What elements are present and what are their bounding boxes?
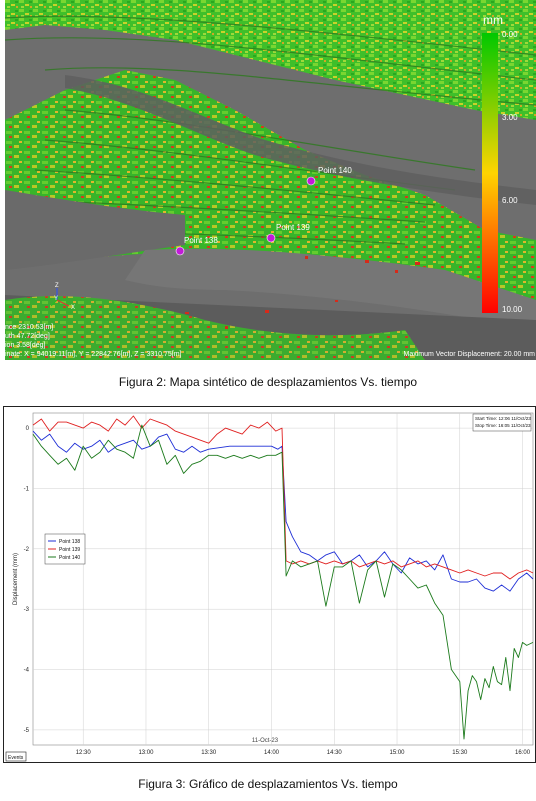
colorbar-tick-3: 3.00 (502, 113, 518, 122)
point-139-marker[interactable] (266, 233, 276, 243)
axis-x-label: X (71, 305, 75, 311)
info-line-3: ion 3.58[deg] (5, 342, 46, 349)
y-tick-label: -2 (24, 547, 30, 553)
axis-z-label: Z (55, 283, 59, 289)
colorbar: mm 0.00 3.00 6.00 10.00 (482, 13, 523, 314)
stop-time: Stop Time: 16:05 11/Oct/23 (475, 423, 531, 428)
x-tick-label: 14:30 (327, 750, 343, 756)
y-tick-label: -3 (24, 607, 30, 613)
x-tick-labels: 12:30 13:00 13:30 14:00 14:30 15:00 15:30 16:00 (76, 750, 531, 756)
legend-entry-139: Point 139 (59, 547, 80, 553)
series-lines (32, 415, 534, 740)
y-tick-label: -1 (24, 486, 30, 492)
series-line-point-139 (32, 415, 534, 580)
info-line-1: nce 2310.53[m] (5, 324, 53, 331)
series-line-point-138 (32, 430, 534, 592)
colorbar-tick-6: 6.00 (502, 196, 518, 205)
y-tick-label: -4 (24, 668, 30, 674)
point-140-marker[interactable] (306, 176, 316, 186)
colorbar-tick-10: 10.00 (502, 305, 523, 314)
legend-entry-140: Point 140 (59, 555, 80, 561)
map-point-markers (175, 176, 316, 256)
events-button[interactable]: Events (5, 751, 27, 762)
displacement-chart: 0 -1 -2 -3 -4 -5 12:30 13:00 13:30 14:00 14:30 15:… (3, 406, 536, 763)
info-line-2: uth 47.72[deg] (5, 333, 50, 340)
axis-triad: Z Y X (50, 283, 75, 311)
figure-2-caption: Figura 2: Mapa sintético de desplazamien… (118, 375, 418, 389)
series-line-point-140 (32, 424, 534, 740)
y-tick-labels: 0 -1 -2 -3 -4 -5 (24, 426, 30, 734)
start-time: Start Time: 12:06 11/Oct/23 (475, 416, 531, 421)
colorbar-tick-0: 0.00 (502, 30, 518, 39)
displacement-map-figure: Point 138 Point 139 Point 140 Z Y X nce … (5, 0, 536, 360)
x-tick-label: 15:30 (452, 750, 468, 756)
events-label: Events (8, 755, 24, 761)
x-tick-label: 16:00 (515, 750, 531, 756)
x-tick-label: 12:30 (76, 750, 92, 756)
y-axis-label: Displacement (mm) (13, 553, 19, 605)
max-vector-label: Maximum Vector Displacement: 20.00 mm (404, 351, 536, 358)
point-140-label: Point 140 (318, 166, 352, 175)
axis-y-label: Y (54, 296, 58, 302)
figure-3-caption: Figura 3: Gráfico de desplazamientos Vs.… (138, 777, 398, 791)
point-138-label: Point 138 (184, 236, 218, 245)
date-label: 11-Oct-23 (252, 738, 279, 744)
displacement-map: Point 138 Point 139 Point 140 Z Y X nce … (5, 0, 536, 360)
colorbar-unit: mm (483, 13, 503, 27)
colorbar-gradient (482, 33, 498, 313)
info-line-4: inate: X = 94019.11[m], Y = 22842.76[m],… (5, 351, 182, 358)
legend-entry-138: Point 138 (59, 539, 80, 545)
y-tick-label: -5 (24, 728, 30, 734)
point-138-marker[interactable] (175, 246, 185, 256)
x-tick-label: 14:00 (264, 750, 280, 756)
time-box: Start Time: 12:06 11/Oct/23 Stop Time: 1… (472, 413, 531, 432)
legend: Point 138 Point 139 Point 140 (44, 533, 86, 565)
x-tick-label: 13:00 (138, 750, 154, 756)
x-tick-label: 15:00 (390, 750, 406, 756)
displacement-chart-figure: 0 -1 -2 -3 -4 -5 12:30 13:00 13:30 14:00 14:30 15:… (3, 406, 536, 763)
y-tick-label: 0 (26, 426, 30, 432)
point-139-label: Point 139 (276, 223, 310, 232)
x-tick-label: 13:30 (201, 750, 217, 756)
